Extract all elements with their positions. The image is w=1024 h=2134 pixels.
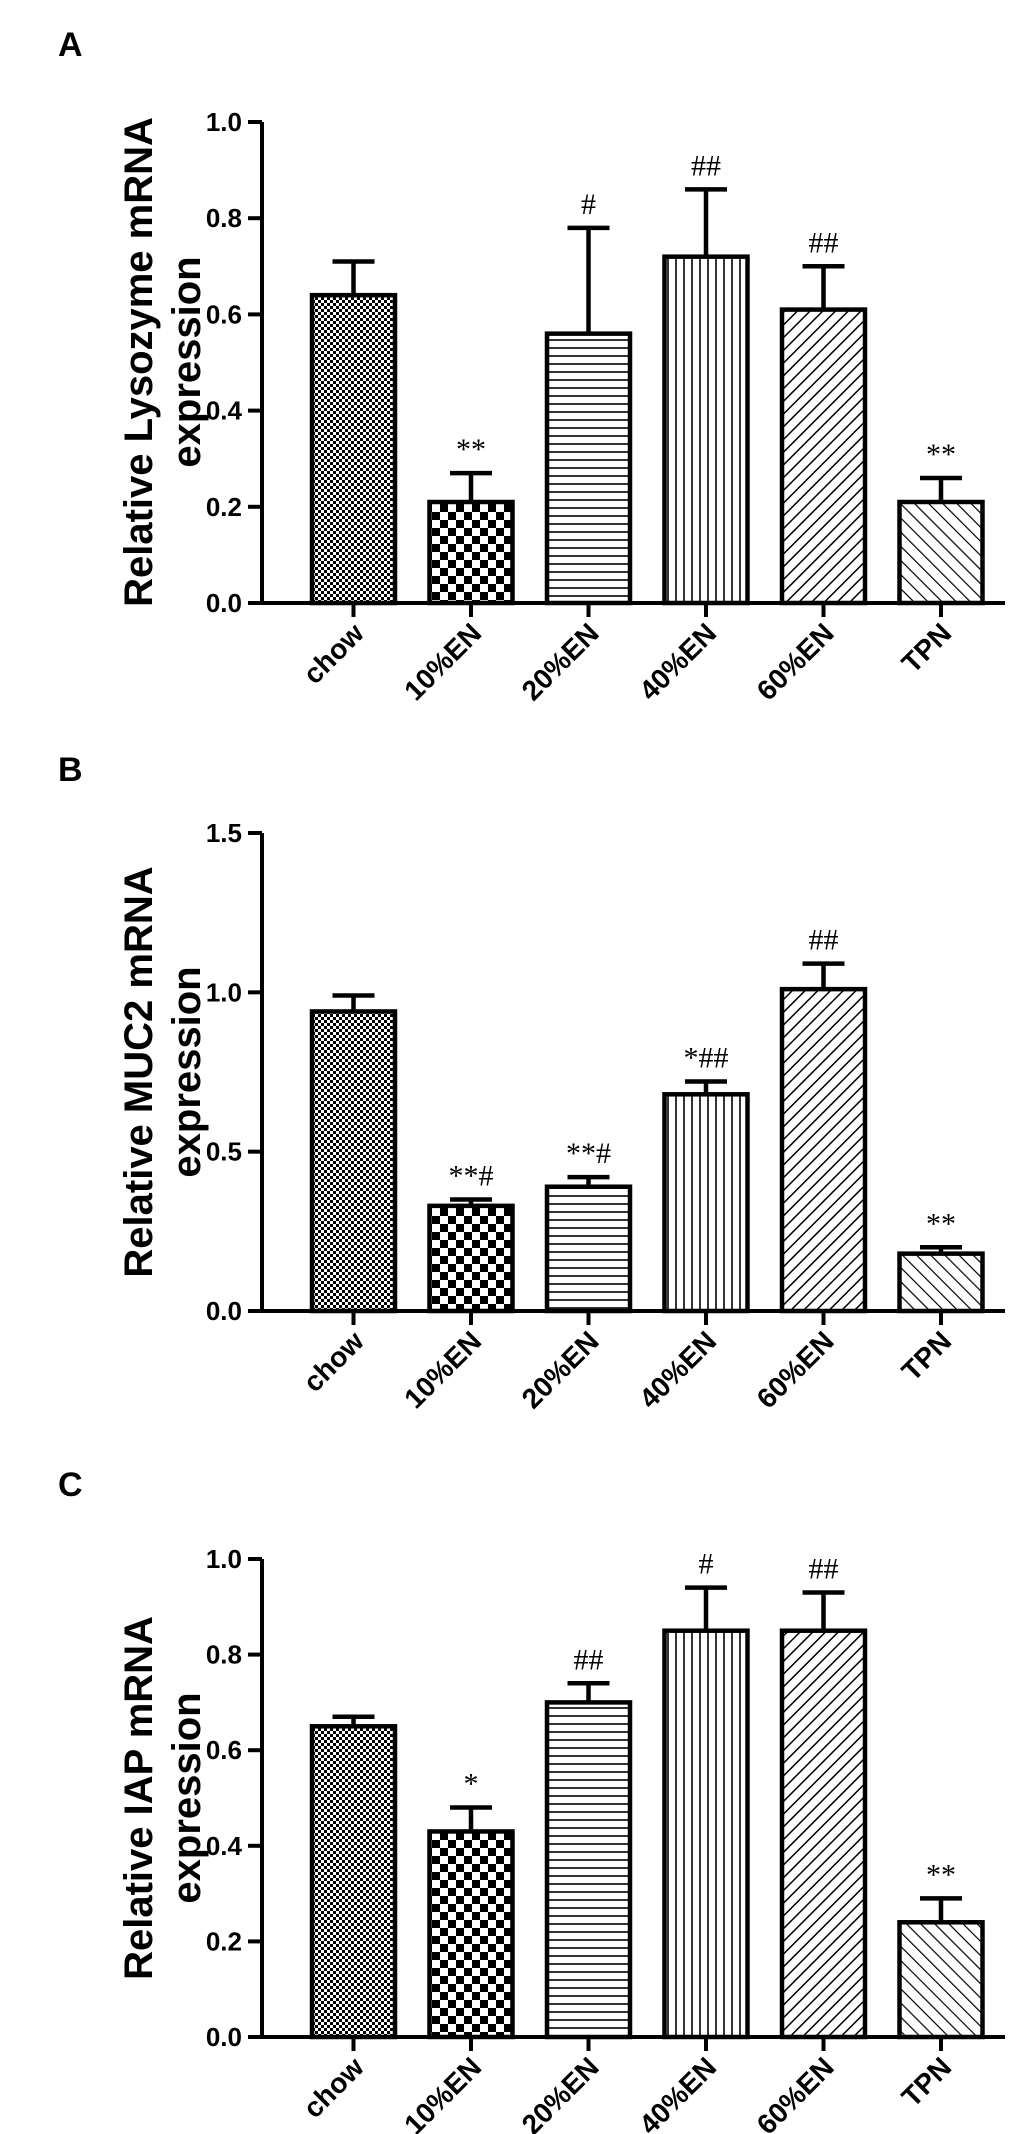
x-tick-label: 60%EN (751, 617, 840, 706)
significance-label: ** (456, 433, 486, 466)
panel-letter: C (58, 1466, 83, 1504)
panel-letter: A (58, 26, 83, 64)
x-tick-label: 10%EN (398, 1325, 487, 1414)
x-tick-label: TPN (896, 2051, 958, 2113)
x-tick-label: TPN (896, 617, 958, 679)
x-tick-label: 10%EN (398, 617, 487, 706)
x-tick-label: 20%EN (516, 1325, 605, 1414)
y-tick-label: 0.5 (206, 1137, 242, 1167)
bar-20pcten (544, 1184, 633, 1314)
significance-label: **# (449, 1159, 494, 1192)
y-tick-label: 1.0 (206, 977, 242, 1007)
x-tick-label: chow (297, 2051, 370, 2124)
x-tick-label: 60%EN (751, 2051, 840, 2134)
bar-chow (309, 292, 398, 606)
y-axis-label-line: Relative IAP mRNA (117, 1616, 161, 1980)
y-tick-label: 0.6 (206, 1735, 242, 1765)
x-tick-label: chow (297, 1325, 370, 1398)
x-tick-label: chow (297, 617, 370, 690)
y-axis-label-line: expression (165, 256, 209, 467)
bar-20pcten (544, 331, 633, 606)
bar-10pcten (427, 1203, 515, 1314)
significance-label: # (581, 188, 596, 221)
x-tick-label: 40%EN (633, 617, 722, 706)
significance-label: ## (809, 924, 839, 957)
y-axis-label: Relative Lysozyme mRNA expression (117, 117, 209, 607)
bar-20pcten (544, 1700, 633, 2040)
bar-60pcten (779, 986, 868, 1314)
y-tick-label: 1.5 (206, 818, 242, 848)
y-tick-label: 0.8 (206, 203, 242, 233)
y-tick-label: 0.0 (206, 588, 242, 618)
y-tick-label: 0.4 (206, 396, 243, 426)
y-tick-label: 1.0 (206, 107, 242, 137)
y-tick-label: 0.0 (206, 1296, 242, 1326)
bar-10pcten (427, 1829, 515, 2040)
significance-label: *## (684, 1042, 729, 1075)
x-tick-label: TPN (896, 1325, 958, 1387)
bar-tpn (897, 1920, 985, 2040)
y-axis-label: Relative MUC2 mRNA expression (117, 866, 209, 1277)
x-tick-label: 40%EN (633, 1325, 722, 1414)
y-tick-label: 0.2 (206, 492, 242, 522)
x-tick-label: 20%EN (516, 2051, 605, 2134)
x-tick-label: 10%EN (398, 2051, 487, 2134)
bar-60pcten (779, 307, 868, 606)
significance-label: **# (566, 1137, 611, 1170)
y-axis-label: Relative IAP mRNA expression (117, 1616, 209, 1980)
bar-tpn (897, 1251, 985, 1314)
y-axis-label-line: Relative MUC2 mRNA (117, 866, 161, 1277)
panel-c: C Relative IAP mRNA expression 0.0 0.2 0.4 0.6… (58, 1466, 1005, 2134)
bar-10pcten (427, 499, 515, 606)
bar-60pcten (779, 1628, 868, 2040)
significance-label: ** (926, 1207, 956, 1240)
bar-40pcten (662, 254, 750, 606)
y-axis-label-line: expression (165, 1692, 209, 1903)
panel-b: B Relative MUC2 mRNA expression 0.0 0.5 1.0 1.… (58, 751, 1005, 1414)
panel-letter: B (58, 751, 83, 789)
significance-label: ## (574, 1643, 604, 1676)
significance-label: ** (926, 1858, 956, 1891)
bar-40pcten (662, 1628, 750, 2040)
y-axis-label-line: Relative Lysozyme mRNA (117, 117, 161, 607)
y-tick-label: 0.4 (206, 1831, 243, 1861)
significance-label: ## (809, 1552, 839, 1585)
y-tick-label: 1.0 (206, 1544, 242, 1574)
significance-label: ## (809, 226, 839, 259)
bar-chow (309, 1724, 398, 2040)
x-tick-label: 60%EN (751, 1325, 840, 1414)
bar-chow (309, 1009, 398, 1314)
bar-tpn (897, 499, 985, 606)
significance-label: # (699, 1548, 714, 1581)
x-tick-label: 20%EN (516, 617, 605, 706)
significance-label: ## (691, 149, 721, 182)
y-tick-label: 0.8 (206, 1640, 242, 1670)
significance-label: * (464, 1768, 479, 1801)
bar-40pcten (662, 1092, 750, 1314)
significance-label: ** (926, 438, 956, 471)
y-tick-label: 0.2 (206, 1926, 242, 1956)
y-tick-label: 0.0 (206, 2022, 242, 2052)
y-tick-label: 0.6 (206, 299, 242, 329)
y-axis-label-line: expression (165, 966, 209, 1177)
x-tick-label: 40%EN (633, 2051, 722, 2134)
